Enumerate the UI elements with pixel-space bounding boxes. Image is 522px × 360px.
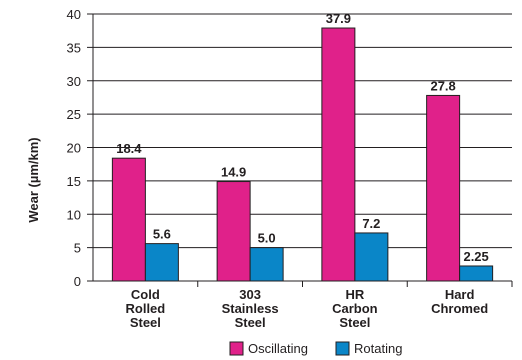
category-label-line: Chromed [431,301,488,316]
category-label-line: Stainless [222,301,279,316]
legend-swatch-oscillating [229,341,244,356]
category-label-line: Hard [445,287,475,302]
y-tick-label: 30 [67,74,81,89]
grid-lines [93,13,512,249]
category-label: Cold Rolled Steel [126,287,166,330]
category-label-line: HR [345,287,364,302]
legend-swatch-rotating [335,341,350,356]
category-label: HR Carbon Steel [332,287,378,330]
data-label: 7.2 [362,216,380,231]
category-label: 303 Stainless Steel [222,287,279,330]
bar-rotating-3 [459,265,494,282]
legend-label: Oscillating [248,341,308,356]
data-label: 37.9 [326,11,351,26]
data-label: 14.9 [221,165,246,180]
y-tick-label: 35 [67,40,81,55]
data-label: 5.0 [258,231,276,246]
bar-rotating-0 [144,243,179,282]
bar-rotating-1 [249,247,284,282]
legend-label: Rotating [354,341,402,356]
bars [111,27,494,282]
data-label: 27.8 [430,78,455,93]
axes [87,13,513,287]
bar-oscillating-1 [216,181,251,282]
category-label-line: Rolled [126,301,166,316]
bar-oscillating-2 [321,27,356,282]
category-label-line: 303 [239,287,261,302]
category-label-line: Steel [235,315,266,330]
bar-rotating-2 [354,232,389,282]
bar-oscillating-3 [426,94,461,282]
y-tick-label: 20 [67,141,81,156]
category-label-line: Carbon [332,301,378,316]
category-label-line: Cold [131,287,160,302]
y-tick-label: 0 [74,274,81,289]
data-label: 2.25 [463,249,488,264]
y-tick-label: 5 [74,241,81,256]
data-label: 18.4 [116,141,142,156]
category-label-line: Steel [130,315,161,330]
bar-oscillating-0 [111,157,146,282]
y-axis-title: Wear (µm/km) [26,137,41,222]
category-label: Hard Chromed [431,287,488,316]
category-label-line: Steel [339,315,370,330]
y-tick-label: 15 [67,174,81,189]
data-label: 5.6 [153,227,171,242]
y-tick-label: 10 [67,207,81,222]
y-tick-label: 40 [67,7,81,22]
y-tick-label: 25 [67,107,81,122]
legend: Oscillating Rotating [229,341,402,356]
